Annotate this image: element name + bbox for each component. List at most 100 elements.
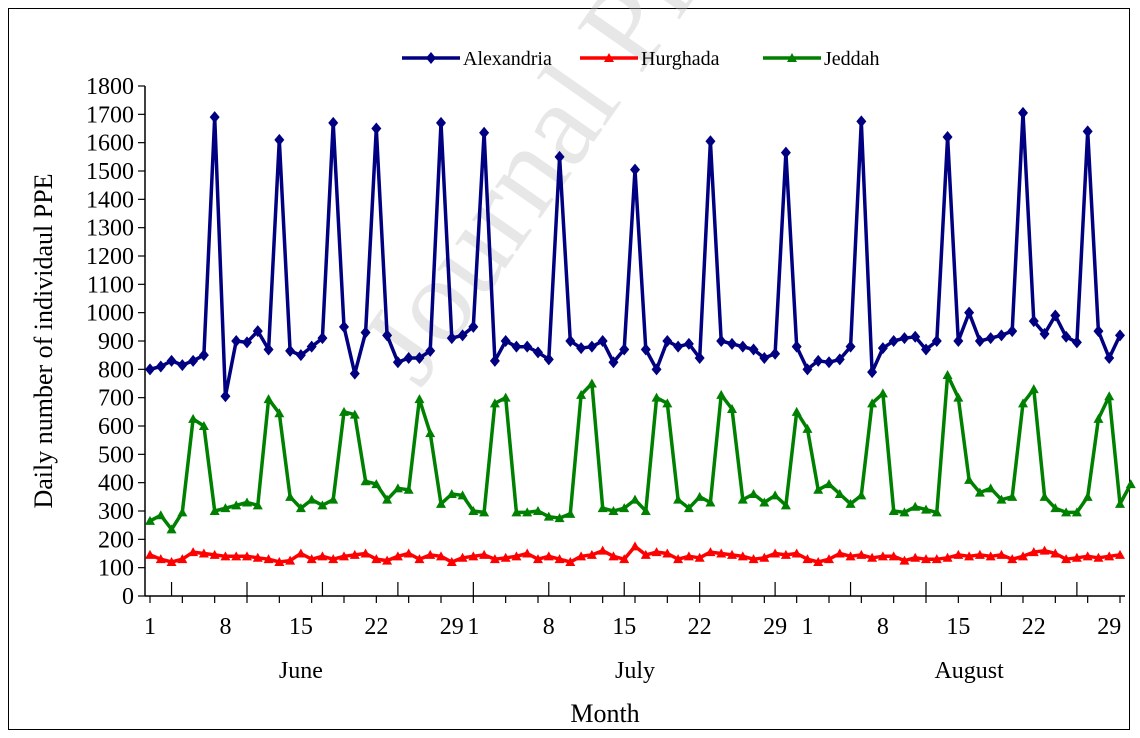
y-tick-label: 600: [98, 414, 134, 440]
jeddah-point: [511, 507, 522, 517]
hurghada-point: [921, 554, 931, 564]
alexandria-point: [220, 390, 231, 403]
alexandria-point: [877, 342, 888, 355]
jeddah-point: [209, 506, 220, 515]
hurghada-point: [640, 549, 651, 559]
alexandria-point: [155, 360, 166, 373]
y-axis-label: Daily number of individaul PPE: [29, 173, 58, 508]
alexandria-point: [597, 335, 608, 347]
hurghada-point: [791, 548, 802, 558]
x-tick-label: 1: [801, 614, 813, 640]
alexandria-point: [737, 340, 748, 353]
hurghada-point: [392, 551, 403, 561]
alexandria-point: [910, 330, 921, 343]
jeddah-point: [770, 490, 781, 500]
x-tick-label: 22: [1022, 614, 1046, 640]
jeddah-point: [931, 507, 942, 517]
jeddah-point: [813, 484, 824, 494]
jeddah-point: [597, 503, 608, 513]
alexandria-point: [985, 332, 996, 345]
jeddah-point: [899, 507, 910, 517]
hurghada-point: [802, 554, 813, 564]
hurghada-point: [382, 555, 393, 565]
alexandria-line: [149, 111, 1122, 399]
hurghada-point: [770, 548, 781, 558]
jeddah-point: [974, 487, 985, 497]
hurghada-point: [446, 557, 457, 566]
y-tick-label: 1500: [86, 159, 134, 185]
hurghada-point: [489, 554, 500, 564]
hurghada-point: [1093, 552, 1104, 562]
jeddah-point: [457, 490, 468, 500]
alexandria-point: [1028, 315, 1039, 328]
hurghada-point: [985, 551, 996, 561]
hurghada-point: [964, 551, 975, 561]
alexandria-point: [468, 320, 479, 333]
jeddah-point: [824, 479, 834, 489]
hurghada-point: [198, 548, 209, 558]
alexandria-point: [651, 363, 662, 376]
alexandria-series: [145, 106, 1125, 403]
jeddah-point: [953, 392, 964, 402]
hurghada-point: [231, 551, 242, 561]
hurghada-point: [608, 551, 619, 561]
hurghada-point: [630, 541, 640, 551]
hurghada-point: [349, 549, 360, 559]
jeddah-point: [242, 497, 252, 507]
jeddah-point: [856, 490, 867, 500]
hurghada-point: [306, 554, 317, 564]
jeddah-point: [737, 494, 748, 504]
hurghada-point: [576, 551, 587, 561]
jeddah-point: [565, 508, 576, 518]
jeddah-point: [964, 474, 975, 484]
alexandria-point: [1071, 336, 1082, 349]
hurghada-point: [1104, 551, 1115, 561]
jeddah-point: [306, 494, 317, 504]
hurghada-point: [543, 551, 554, 561]
jeddah-point: [392, 483, 403, 493]
alexandria-point: [759, 352, 770, 364]
x-tick-label: 15: [612, 614, 636, 640]
hurghada-point: [371, 554, 382, 564]
alexandria-point: [845, 340, 856, 353]
jeddah-line: [149, 373, 1133, 532]
hurghada-point: [1061, 554, 1072, 564]
alexandria-point: [543, 353, 554, 366]
alexandria-point: [1093, 325, 1104, 338]
jeddah-point: [231, 500, 242, 510]
alexandria-point: [964, 306, 975, 319]
hurghada-point: [673, 554, 684, 564]
alexandria-point: [231, 335, 242, 347]
x-tick-label: 8: [543, 614, 555, 640]
alexandria-point: [716, 335, 727, 347]
jeddah-legend-label: Jeddah: [824, 48, 880, 70]
hurghada-point: [727, 549, 737, 559]
jeddah-point: [630, 494, 640, 504]
jeddah-point: [339, 406, 349, 416]
hurghada-point: [759, 552, 770, 562]
alexandria-point: [856, 115, 867, 128]
jeddah-point: [317, 500, 328, 510]
chart-frame: [8, 8, 1130, 730]
jeddah-point: [694, 491, 705, 501]
hurghada-point: [619, 554, 630, 564]
alexandria-point: [446, 332, 457, 345]
jeddah-point: [910, 501, 921, 511]
hurghada-point: [694, 552, 705, 562]
alexandria-point: [1104, 352, 1115, 364]
hurghada-point: [899, 555, 910, 565]
hurghada-point: [834, 548, 845, 558]
jeddah-point: [274, 408, 285, 418]
jeddah-point: [608, 506, 619, 515]
y-tick-label: 100: [98, 556, 134, 582]
hurghada-point: [511, 551, 522, 561]
hurghada-point: [974, 549, 985, 559]
jeddah-point: [888, 506, 899, 515]
jeddah-point: [1093, 413, 1104, 423]
hurghada-point: [155, 554, 166, 564]
jeddah-point: [522, 507, 533, 517]
alexandria-point: [748, 343, 759, 356]
jeddah-point: [759, 497, 770, 507]
hurghada-point: [856, 549, 867, 559]
hurghada-point: [683, 551, 694, 561]
